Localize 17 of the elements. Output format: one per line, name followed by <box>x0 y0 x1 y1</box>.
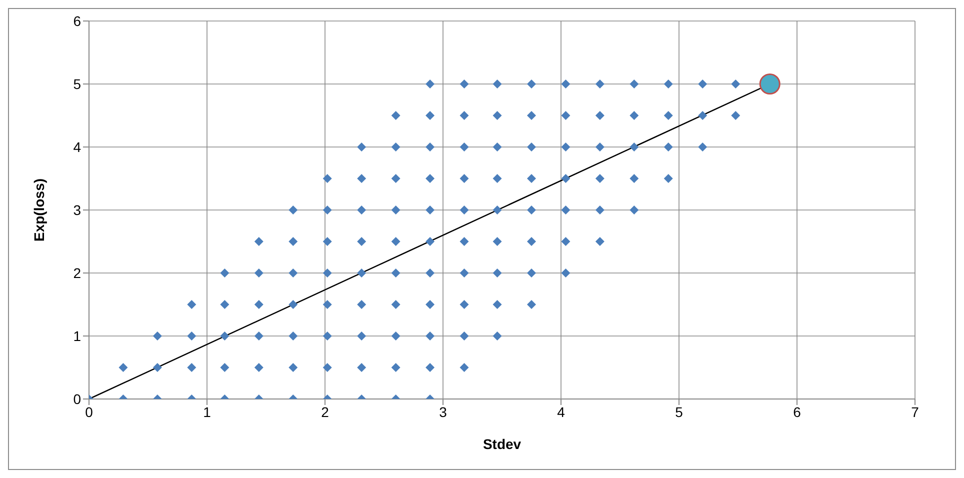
y-tick-label: 2 <box>73 264 82 281</box>
y-tick-label: 4 <box>73 138 82 155</box>
x-tick-label: 1 <box>203 404 212 420</box>
x-tick-label: 4 <box>557 404 566 420</box>
y-tick-label: 1 <box>73 328 82 344</box>
x-tick-label: 2 <box>321 404 330 420</box>
x-tick-label: 5 <box>675 404 684 420</box>
y-tick-label: 6 <box>73 12 82 29</box>
y-tick-label: 0 <box>73 390 82 407</box>
y-axis-title: Exp(loss) <box>30 178 47 242</box>
y-tick-label: 5 <box>73 76 82 92</box>
x-tick-label: 0 <box>85 404 94 420</box>
x-axis-title: Stdev <box>482 436 522 452</box>
y-tick-label: 3 <box>73 202 82 218</box>
x-tick-label: 7 <box>911 404 920 420</box>
x-tick-label: 3 <box>439 404 448 420</box>
x-tick-label: 6 <box>793 404 802 420</box>
